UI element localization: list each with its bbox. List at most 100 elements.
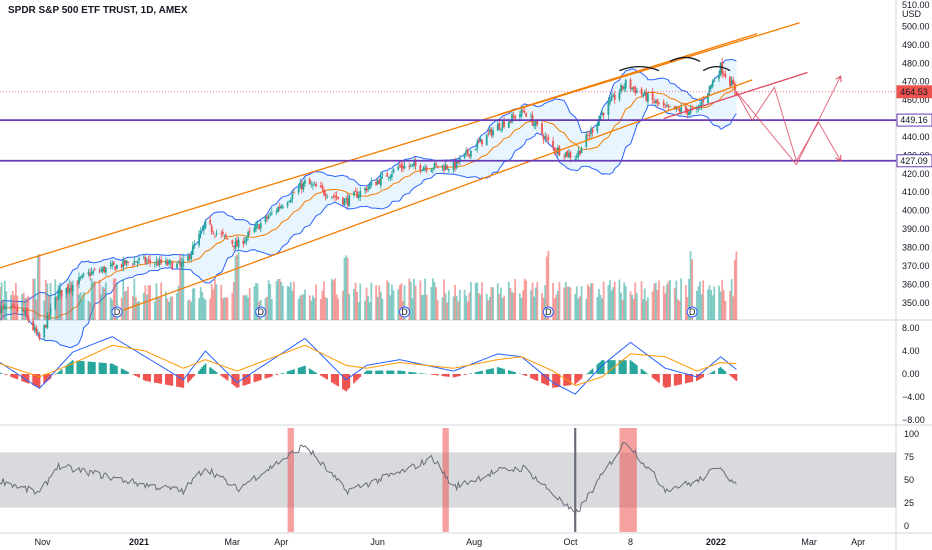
macd-histogram-bar: [269, 374, 272, 378]
volume-bar: [116, 282, 118, 320]
candle-body: [165, 260, 167, 264]
volume-bar: [57, 284, 60, 320]
macd-histogram-bar: [408, 371, 411, 374]
candle-body: [332, 196, 335, 198]
price-axis-tick: 440.00: [902, 132, 930, 142]
volume-bar: [598, 288, 600, 320]
macd-histogram-bar: [632, 362, 635, 374]
volume-bar: [632, 298, 635, 320]
macd-histogram-bar: [677, 374, 679, 386]
candle-body: [620, 85, 622, 92]
volume-bar: [400, 283, 403, 320]
candle-body: [634, 87, 637, 94]
candle-body: [319, 186, 322, 188]
volume-bar: [530, 290, 532, 320]
volume-bar: [300, 295, 303, 320]
volume-bar: [711, 295, 714, 320]
candle-body: [436, 165, 439, 168]
macd-histogram-bar: [387, 370, 390, 374]
volume-bar: [35, 299, 38, 320]
macd-histogram-bar: [553, 374, 556, 388]
volume-bar: [323, 281, 325, 320]
macd-histogram-bar: [430, 374, 433, 375]
macd-histogram-bar: [452, 374, 455, 378]
candle-body: [90, 271, 93, 275]
volume-bar: [673, 288, 676, 320]
candle-body: [700, 101, 703, 106]
price-axis-tick: 460.00: [902, 95, 930, 105]
candle-body: [552, 140, 554, 148]
volume-bar: [651, 291, 654, 320]
volume-bar: [81, 299, 84, 320]
macd-histogram-bar: [531, 374, 534, 379]
macd-histogram-bar: [724, 371, 727, 374]
macd-histogram-bar: [346, 374, 349, 390]
macd-histogram-bar: [375, 370, 377, 374]
volume-bar: [165, 291, 167, 320]
volume-bar: [500, 287, 502, 320]
macd-histogram-bar: [689, 374, 692, 383]
volume-bar: [452, 296, 455, 320]
dividend-marker-circle: [111, 306, 123, 318]
macd-histogram-bar: [691, 374, 694, 382]
candle-body: [503, 120, 505, 127]
macd-histogram-bar: [458, 374, 461, 376]
volume-bar: [168, 301, 170, 320]
macd-histogram-bar: [541, 374, 543, 383]
volume-bar: [267, 280, 270, 320]
macd-histogram-bar: [98, 362, 101, 374]
volume-bar: [112, 278, 115, 320]
candle-body: [104, 267, 107, 273]
volume-bar: [76, 280, 79, 320]
macd-histogram-bar: [645, 372, 648, 374]
macd-histogram-bar: [244, 374, 246, 386]
macd-histogram-bar: [732, 374, 735, 379]
candle-body: [541, 123, 543, 135]
candle-body: [507, 121, 510, 128]
macd-histogram-bar: [500, 368, 502, 374]
volume-bar: [120, 297, 123, 320]
macd-histogram-bar: [381, 370, 384, 374]
candle-body: [122, 259, 125, 268]
macd-histogram-bar: [242, 374, 245, 386]
macd-histogram-bar: [256, 374, 259, 382]
macd-histogram-bar: [190, 374, 193, 380]
trendline-upper-trend-2: [497, 33, 758, 116]
candle-body: [176, 263, 178, 268]
candle-body: [599, 116, 602, 121]
volume-bar: [59, 282, 61, 320]
candle-body: [171, 262, 174, 270]
dividend-marker: D: [686, 306, 698, 318]
candle-body: [509, 120, 512, 122]
macd-histogram-bar: [414, 372, 417, 374]
candle-body: [624, 79, 627, 89]
volume-bar: [244, 295, 246, 320]
macd-histogram-bar: [602, 360, 605, 374]
volume-bar: [601, 298, 603, 320]
candle-body: [643, 91, 646, 96]
candle-body: [588, 134, 591, 136]
macd-histogram-bar: [90, 361, 93, 374]
candle-body: [647, 93, 649, 102]
macd-histogram-bar: [160, 374, 163, 384]
volume-bar: [552, 283, 554, 320]
macd-histogram-bar: [103, 362, 106, 374]
candle-body: [618, 92, 621, 100]
candle-body: [413, 162, 415, 166]
volume-bar: [419, 280, 422, 320]
candle-body: [496, 123, 499, 131]
candle-body: [35, 327, 38, 333]
volume-bar: [574, 293, 577, 320]
macd-histogram-bar: [215, 372, 218, 374]
volume-bars: [0, 250, 738, 320]
volume-bar: [563, 287, 566, 320]
volume-bar: [386, 280, 389, 320]
macd-histogram-bar: [147, 374, 150, 382]
candle-body: [735, 91, 738, 96]
volume-bar: [248, 288, 251, 320]
volume-bar: [158, 298, 161, 320]
volume-bar: [558, 281, 561, 320]
volume-bar: [477, 293, 480, 320]
volume-bar: [122, 278, 125, 320]
